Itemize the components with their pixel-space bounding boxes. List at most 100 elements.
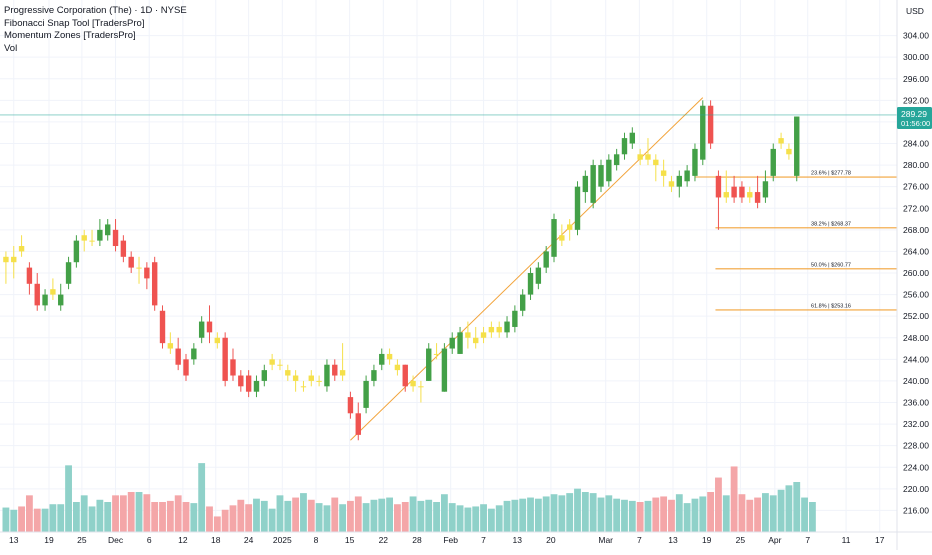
volume-bar [159,502,166,532]
volume-bar [730,466,738,532]
fib-level-label: 23.6% | $277.78 [811,171,851,177]
x-tick-label: 7 [481,535,486,545]
x-tick-label: 22 [379,535,389,545]
candle-body [269,359,275,365]
x-tick-label: 20 [546,535,556,545]
indicator-volume[interactable]: Vol [4,42,18,54]
candle-body [191,348,197,360]
volume-bar [534,498,542,532]
y-tick-label: 260.00 [903,268,929,278]
volume-bar [2,507,10,532]
candle-body [308,375,314,381]
candle-body [151,262,158,306]
volume-bar [769,495,777,532]
candle-body [230,359,236,376]
x-tick-label: 12 [178,535,188,545]
volume-bar [104,502,112,532]
volume-bar [503,500,511,532]
volume-bar [135,492,143,532]
y-tick-label: 276.00 [903,182,929,192]
volume-bar [18,506,25,532]
currency-label[interactable]: USD [906,6,924,16]
volume-bar [589,493,597,532]
symbol-title[interactable]: Progressive Corporation (The) · 1D · NYS… [4,5,187,16]
y-tick-label: 280.00 [903,160,929,170]
volume-bar [519,498,527,532]
candle-body [175,348,181,365]
volume-bar [487,508,495,532]
volume-bar [260,500,268,532]
volume-bar [480,504,487,532]
candle-body [770,148,776,176]
candle-body [198,321,205,338]
candle-body [504,321,510,333]
candle-body [355,413,361,435]
candle-body [73,240,80,263]
candle-body [261,370,268,381]
candle-body [747,192,753,198]
candle-body [418,386,424,388]
candle-body [410,380,416,387]
x-tick-label: 18 [211,535,221,545]
candle-body [629,132,636,144]
candle-body [653,159,659,166]
volume-bar [668,499,675,532]
volume-bar [762,493,769,532]
candle-body [371,370,377,381]
candle-body [167,343,174,349]
volume-bar [166,500,174,532]
candle-body [144,267,150,279]
candle-body [457,332,463,354]
candle-body [386,353,393,360]
volume-bar [808,502,816,532]
volume-bar [699,496,707,532]
candle-body [786,148,792,155]
candle-body [621,138,628,155]
candle-body [715,175,722,198]
candle-body [81,235,87,241]
x-tick-label: Dec [108,535,124,545]
candle-body [339,370,346,376]
indicator-fibonacci-snap[interactable]: Fibonacci Snap Tool [TradersPro] [4,17,145,29]
candle-body [794,116,800,176]
volume-bar [237,499,245,532]
volume-bar [151,502,159,532]
y-tick-label: 272.00 [903,203,929,213]
fib-level-label: 50.0% | $260.77 [811,262,851,268]
volume-bar [378,498,386,532]
volume-bar [57,504,65,532]
volume-bar [182,502,190,532]
candle-body [300,386,307,388]
volume-bar [785,485,793,532]
time-axis[interactable]: 13 19 25 Dec 6 12 18 24 2025 8 15 22 28 Feb 7 13 20 Mar 7 1… [9,535,885,545]
volume-bar [80,495,88,532]
volume-bar [276,495,284,532]
x-tick-label: 13 [512,535,522,545]
volume-bar [284,500,292,532]
volume-bar [300,493,307,532]
candle-body [582,175,589,193]
x-tick-label: Feb [443,535,458,545]
volume-bar [323,505,331,532]
candles [3,100,800,441]
volume-bar [722,495,730,532]
candle-body [637,154,643,160]
x-tick-label: 25 [77,535,87,545]
candle-body [58,294,64,306]
volume-bar [542,496,550,532]
candle-body [105,224,111,236]
candle-body [50,289,56,295]
trendline [350,97,704,441]
x-tick-label: Mar [598,535,613,545]
candle-body [97,229,103,241]
candle-body [668,181,675,187]
volume-bar [143,494,151,532]
indicator-momentum-zones[interactable]: Momentum Zones [TradersPro] [4,30,136,41]
candle-body [512,310,518,327]
candle-body [332,364,338,376]
volume-bar [574,488,581,532]
candle-body [206,321,213,333]
